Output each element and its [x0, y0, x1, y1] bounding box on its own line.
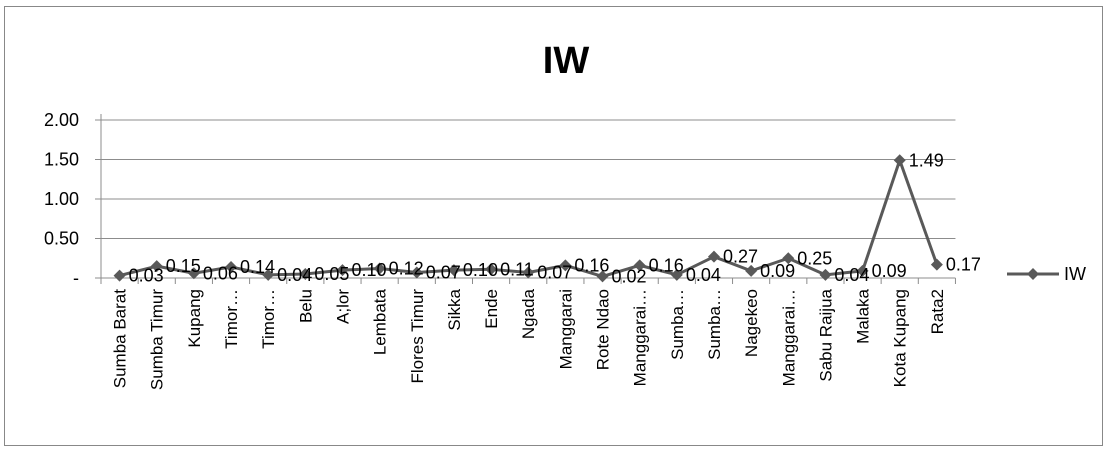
- data-label: 0.02: [612, 266, 647, 286]
- data-label: 0.09: [872, 261, 907, 281]
- x-tick-label: Manggarai: [556, 289, 575, 369]
- data-point: [299, 268, 312, 281]
- data-label: 1.49: [909, 150, 944, 170]
- x-tick-label: Belu: [296, 289, 315, 323]
- data-point: [150, 260, 163, 273]
- data-label: 0.07: [537, 262, 572, 282]
- data-point: [262, 268, 275, 281]
- data-point: [522, 266, 535, 279]
- y-tick-label: 1.00: [44, 189, 79, 209]
- x-tick-label: Kupang: [185, 289, 204, 348]
- x-tick-label: Timor…: [259, 289, 278, 349]
- x-tick-label: Sikka: [445, 288, 464, 330]
- grid: [101, 119, 956, 239]
- data-label: 0.05: [314, 264, 349, 284]
- x-tick-label: Sumba Barat: [111, 289, 130, 388]
- x-tick-label: Ngada: [519, 288, 538, 339]
- data-point: [707, 250, 720, 263]
- x-tick-label: Rata2: [928, 289, 947, 334]
- x-tick-label: Sumba…: [668, 289, 687, 360]
- y-tick-label: 0.50: [44, 229, 79, 249]
- data-point: [485, 263, 498, 276]
- chart-title: IW: [543, 40, 590, 82]
- data-point: [336, 264, 349, 277]
- x-tick-label: Malaka: [854, 288, 873, 343]
- x-tick-label: Sumba…: [705, 289, 724, 360]
- data-label: 0.10: [351, 260, 386, 280]
- x-tick-label: Manggarai…: [631, 289, 650, 386]
- data-label: 0.17: [946, 255, 981, 275]
- data-label: 0.14: [240, 257, 275, 277]
- x-tick-label: Sumba Timur: [148, 289, 167, 390]
- data-point: [782, 252, 795, 265]
- data-point: [930, 258, 943, 271]
- data-point: [670, 268, 683, 281]
- legend-label: IW: [1064, 264, 1086, 284]
- legend: IW: [1007, 264, 1086, 284]
- data-label: 0.07: [426, 262, 461, 282]
- y-tick-label: 1.50: [44, 150, 79, 170]
- data-label: 0.27: [723, 247, 758, 267]
- data-point: [410, 266, 423, 279]
- x-tick-label: Sabu Raijua: [816, 288, 835, 381]
- data-labels: 0.03 0.15 0.06 0.14 0.04 0.05 0.10 0.12 0.07 0.10…: [129, 150, 981, 286]
- x-tick-label: A;lor: [333, 289, 352, 324]
- data-label: 0.03: [129, 266, 164, 286]
- data-point: [893, 154, 906, 167]
- x-tick-label: Rote Ndao: [594, 289, 613, 370]
- data-point: [373, 262, 386, 275]
- x-tick-label: Ende: [482, 289, 501, 329]
- y-tick-label: -: [73, 268, 79, 288]
- x-tick-label: Kota Kupang: [891, 289, 910, 387]
- data-point: [596, 270, 609, 283]
- data-point: [113, 269, 126, 282]
- data-point: [819, 268, 832, 281]
- x-tick-label: Manggarai…: [779, 289, 798, 386]
- legend-marker: [1027, 268, 1039, 280]
- data-label: 0.25: [797, 248, 832, 268]
- x-tick-label: Flores Timur: [408, 289, 427, 384]
- data-point: [225, 260, 238, 273]
- data-label: 0.10: [463, 260, 498, 280]
- data-label: 0.06: [203, 263, 238, 283]
- data-label: 0.15: [166, 256, 201, 276]
- data-label: 0.04: [834, 265, 869, 285]
- series-layer: [113, 154, 943, 283]
- data-label: 0.04: [277, 265, 312, 285]
- data-point: [633, 259, 646, 272]
- data-point: [559, 259, 572, 272]
- data-label: 0.12: [389, 259, 424, 279]
- data-label: 0.09: [760, 261, 795, 281]
- data-point: [745, 264, 758, 277]
- y-tick-label: 2.00: [44, 110, 79, 130]
- data-point: [187, 267, 200, 280]
- data-label: 0.04: [686, 265, 721, 285]
- x-tick-label: Timor…: [222, 289, 241, 349]
- x-tick-label: Lembata: [371, 288, 390, 355]
- data-point: [856, 264, 869, 277]
- x-tick-label: Nagekeo: [742, 289, 761, 357]
- data-label: 0.16: [574, 255, 609, 275]
- data-label: 0.11: [500, 259, 534, 279]
- chart-frame: IW - 0.50 1.00 1.50 2.00 Sumba Barat Sumba Tim…: [4, 6, 1103, 446]
- data-point: [447, 264, 460, 277]
- data-label: 0.16: [649, 255, 684, 275]
- chart-svg: IW - 0.50 1.00 1.50 2.00 Sumba Barat Sumba Tim…: [44, 40, 1086, 390]
